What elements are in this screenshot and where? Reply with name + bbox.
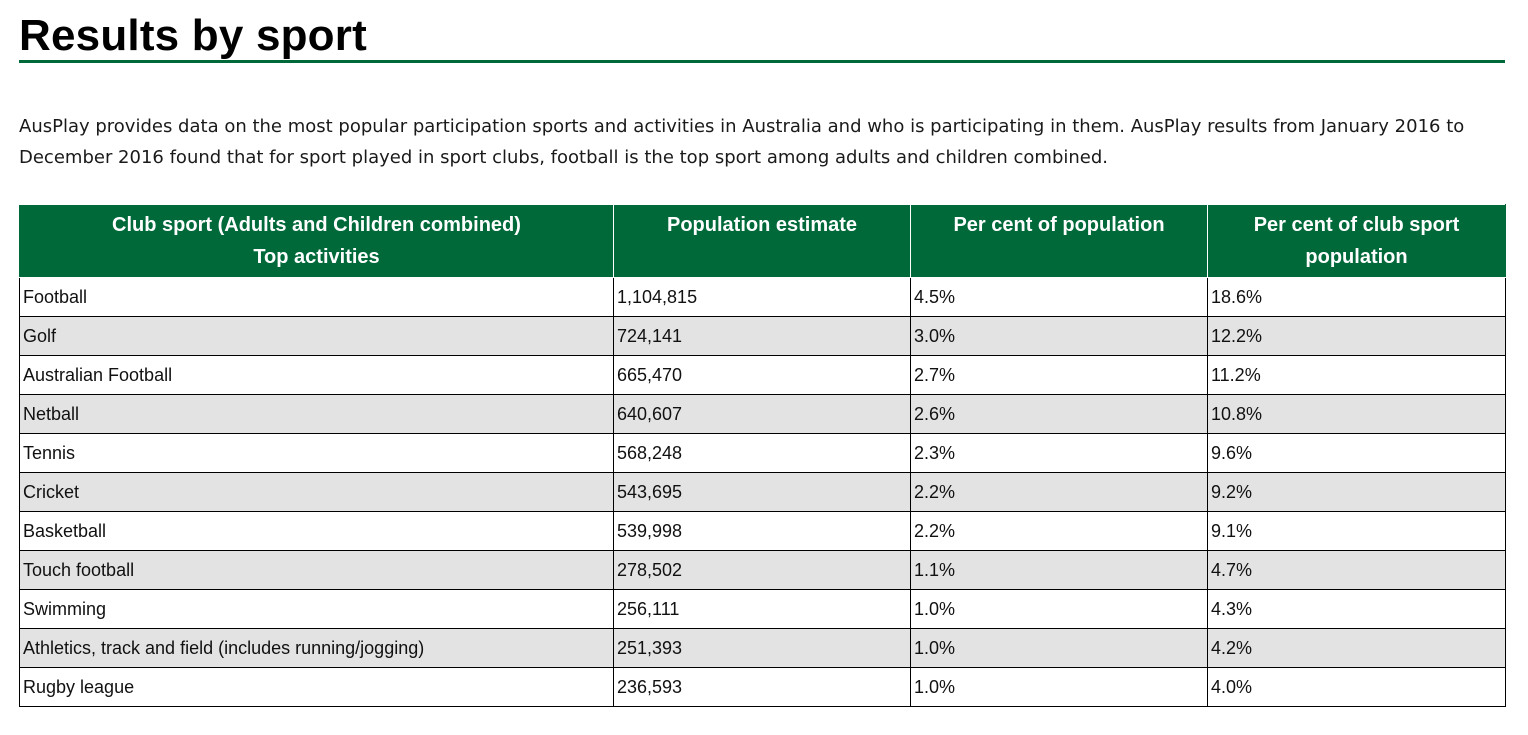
table-row: Golf 724,141 3.0% 12.2% [19, 316, 1506, 356]
header-per-cent-population-label: Per cent of population [953, 214, 1165, 236]
table-row: Swimming 256,111 1.0% 4.3% [19, 589, 1506, 629]
intro-paragraph: AusPlay provides data on the most popula… [19, 116, 1465, 168]
header-club-sport-line-1: Club sport (Adults and Children combined… [112, 214, 521, 236]
header-per-cent-club-sport-line-2: population [1305, 246, 1408, 268]
cell-population-estimate: 278,502 [613, 550, 911, 590]
cell-sport: Athletics, track and field (includes run… [19, 628, 614, 668]
header-per-cent-club-sport-line-1: Per cent of club sport [1253, 214, 1460, 236]
cell-population-estimate: 640,607 [613, 394, 911, 434]
cell-population-estimate: 251,393 [613, 628, 911, 668]
cell-population-estimate: 256,111 [613, 589, 911, 629]
cell-per-cent-club-sport: 4.3% [1207, 589, 1506, 629]
cell-sport: Golf [19, 316, 614, 356]
cell-per-cent-population: 2.2% [910, 472, 1208, 512]
cell-sport: Australian Football [19, 355, 614, 395]
cell-per-cent-club-sport: 10.8% [1207, 394, 1506, 434]
cell-sport: Football [19, 277, 614, 317]
cell-per-cent-population: 4.5% [910, 277, 1208, 317]
cell-sport: Swimming [19, 589, 614, 629]
title-divider [19, 60, 1505, 63]
cell-per-cent-club-sport: 18.6% [1207, 277, 1506, 317]
cell-sport: Tennis [19, 433, 614, 473]
header-club-sport-line-2: Top activities [253, 246, 380, 268]
table-row: Cricket 543,695 2.2% 9.2% [19, 472, 1506, 512]
table-row: Basketball 539,998 2.2% 9.1% [19, 511, 1506, 551]
header-population-estimate-label: Population estimate [666, 214, 858, 236]
cell-per-cent-population: 2.7% [910, 355, 1208, 395]
header-club-sport: Club sport (Adults and Children combined… [19, 204, 614, 278]
cell-population-estimate: 568,248 [613, 433, 911, 473]
cell-per-cent-club-sport: 4.2% [1207, 628, 1506, 668]
header-per-cent-club-sport: Per cent of club sport population [1207, 204, 1506, 278]
cell-per-cent-population: 1.0% [910, 589, 1208, 629]
table-row: Touch football 278,502 1.1% 4.7% [19, 550, 1506, 590]
table-row: Rugby league 236,593 1.0% 4.0% [19, 667, 1506, 707]
cell-population-estimate: 665,470 [613, 355, 911, 395]
table-row: Athletics, track and field (includes run… [19, 628, 1506, 668]
cell-population-estimate: 543,695 [613, 472, 911, 512]
cell-per-cent-population: 1.1% [910, 550, 1208, 590]
cell-per-cent-population: 2.6% [910, 394, 1208, 434]
table-row: Tennis 568,248 2.3% 9.6% [19, 433, 1506, 473]
cell-per-cent-population: 2.3% [910, 433, 1208, 473]
cell-per-cent-club-sport: 9.2% [1207, 472, 1506, 512]
header-per-cent-population: Per cent of population [910, 204, 1208, 278]
cell-per-cent-club-sport: 4.0% [1207, 667, 1506, 707]
cell-sport: Rugby league [19, 667, 614, 707]
table-row: Netball 640,607 2.6% 10.8% [19, 394, 1506, 434]
cell-per-cent-population: 2.2% [910, 511, 1208, 551]
table-row: Football 1,104,815 4.5% 18.6% [19, 277, 1506, 317]
cell-per-cent-population: 3.0% [910, 316, 1208, 356]
page-content: Results by sport AusPlay provides data o… [19, 0, 1506, 707]
table-row: Australian Football 665,470 2.7% 11.2% [19, 355, 1506, 395]
cell-sport: Basketball [19, 511, 614, 551]
cell-sport: Touch football [19, 550, 614, 590]
cell-sport: Cricket [19, 472, 614, 512]
cell-per-cent-club-sport: 12.2% [1207, 316, 1506, 356]
table-header-row: Club sport (Adults and Children combined… [19, 204, 1506, 278]
cell-per-cent-population: 1.0% [910, 667, 1208, 707]
cell-per-cent-club-sport: 9.6% [1207, 433, 1506, 473]
header-population-estimate: Population estimate [613, 204, 911, 278]
club-sport-table: Club sport (Adults and Children combined… [19, 204, 1506, 707]
cell-population-estimate: 1,104,815 [613, 277, 911, 317]
cell-per-cent-population: 1.0% [910, 628, 1208, 668]
page-title: Results by sport [19, 11, 367, 60]
cell-sport: Netball [19, 394, 614, 434]
cell-population-estimate: 236,593 [613, 667, 911, 707]
cell-population-estimate: 724,141 [613, 316, 911, 356]
cell-per-cent-club-sport: 4.7% [1207, 550, 1506, 590]
cell-per-cent-club-sport: 11.2% [1207, 355, 1506, 395]
cell-per-cent-club-sport: 9.1% [1207, 511, 1506, 551]
cell-population-estimate: 539,998 [613, 511, 911, 551]
